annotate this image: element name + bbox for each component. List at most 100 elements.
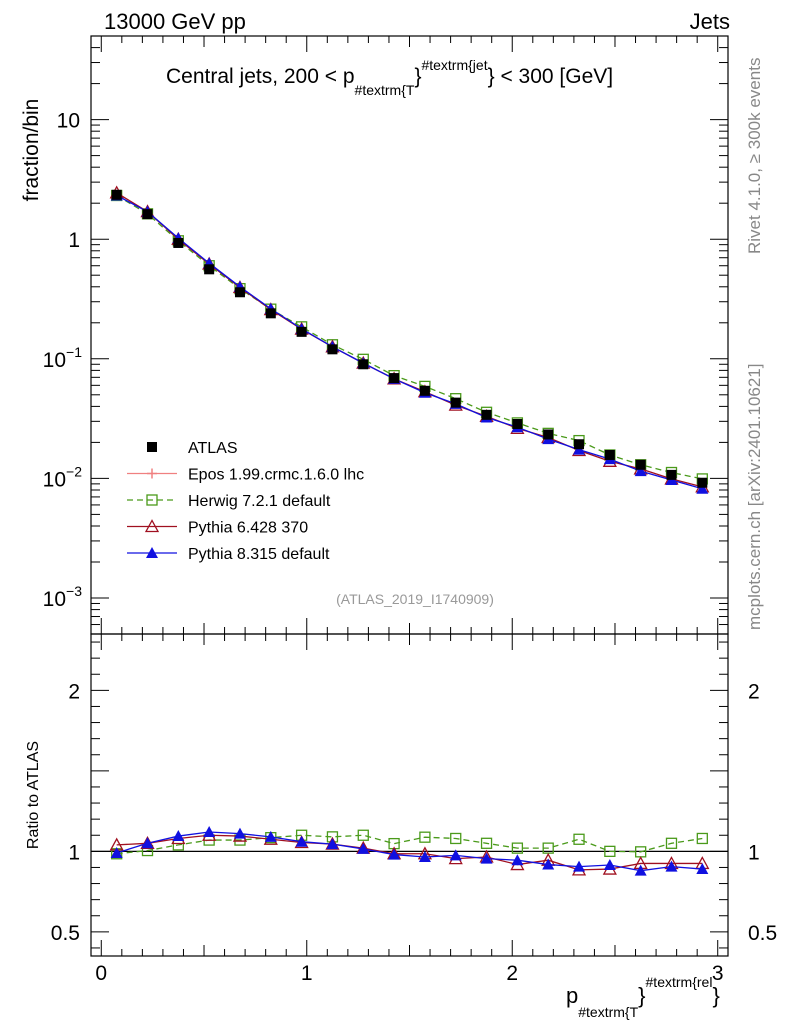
data-point	[172, 830, 185, 842]
ratio-y-axis-label: Ratio to ATLAS	[25, 741, 42, 849]
data-point	[603, 859, 616, 871]
data-point	[696, 832, 708, 845]
y-axis-label: fraction/bin	[20, 99, 43, 202]
xlabel-brace: }	[638, 983, 645, 1008]
data-point	[696, 482, 709, 494]
ratio-panel-frame	[90, 633, 729, 957]
xlabel-sub: #textrm{T	[578, 1004, 638, 1020]
ratio-series-pythia-6-428-370	[109, 827, 710, 876]
y-tick-label: 1	[68, 229, 80, 252]
xlabel-close: }	[712, 983, 719, 1008]
legend-label: Pythia 8.315 default	[188, 546, 330, 563]
data-point	[573, 833, 585, 845]
ratio-tick-label-right: 0.5	[748, 922, 777, 945]
data-point	[357, 829, 369, 841]
x-tick-label: 0	[95, 962, 107, 985]
data-point	[147, 442, 157, 452]
data-point	[265, 308, 276, 319]
header-left: 13000 GeV pp	[104, 9, 246, 34]
legend: ATLAS Epos 1.99.crmc.1.6.0 lhc Herwig 7.2.…	[127, 440, 364, 563]
data-point	[110, 846, 123, 858]
data-point	[111, 189, 122, 200]
data-point	[511, 854, 524, 866]
y-tick-label: 10	[57, 110, 80, 133]
svg-text:p#textrm{T}#textrm{rel}: p#textrm{T}#textrm{rel}	[566, 974, 720, 1020]
x-tick-label: 2	[506, 962, 518, 985]
data-point	[204, 264, 215, 275]
data-point	[449, 849, 462, 861]
title-sub: #textrm{T	[355, 82, 415, 98]
data-point	[419, 831, 431, 843]
ratio-tick-label: 2	[68, 680, 80, 703]
data-point	[450, 397, 461, 408]
data-point	[358, 359, 369, 370]
main-axes: 10 1 10−1 10−2 10−3	[43, 35, 728, 635]
data-point	[543, 429, 554, 440]
legend-item: Herwig 7.2.1 default	[127, 493, 331, 510]
ratio-tick-label-right: 1	[748, 841, 760, 864]
plot-title: Central jets, 200 < p#textrm{T}#textrm{j…	[166, 57, 613, 98]
header-right: Jets	[690, 9, 730, 34]
ratio-series-pythia-8-315-default	[110, 826, 709, 876]
title-sup: #textrm{jet	[421, 57, 487, 73]
data-point	[574, 439, 585, 450]
data-point	[634, 864, 647, 876]
title-brace: }	[414, 65, 421, 88]
ratio-tick-label: 0.5	[51, 922, 80, 945]
legend-item: Pythia 8.315 default	[127, 546, 330, 563]
data-point	[480, 852, 493, 864]
data-point	[233, 827, 246, 839]
legend-label: ATLAS	[188, 440, 238, 457]
x-axis-label: p#textrm{T}#textrm{rel}	[566, 974, 720, 1020]
data-point	[696, 863, 709, 875]
ratio-axes: 0 1 2 3 2 2 1 1 0.5 0.5	[51, 634, 777, 985]
data-point	[173, 237, 184, 248]
data-point	[604, 449, 615, 460]
data-point	[388, 848, 401, 860]
data-point	[142, 209, 153, 220]
data-point	[357, 842, 370, 854]
data-point	[418, 850, 431, 862]
x-tick-label: 1	[301, 962, 313, 985]
data-point	[234, 287, 245, 298]
data-point	[141, 837, 154, 849]
data-point	[480, 837, 493, 849]
data-point	[296, 326, 307, 337]
rivet-label: Rivet 4.1.0, ≥ 300k events	[745, 58, 764, 254]
data-point	[295, 835, 308, 847]
data-point	[146, 547, 158, 558]
data-point	[665, 860, 678, 872]
title-tail: } < 300 [GeV]	[488, 65, 614, 88]
title-main: Central jets, 200 < p	[166, 65, 355, 88]
data-point	[146, 494, 158, 506]
svg-text:Central jets, 200 < p#textrm{T: Central jets, 200 < p#textrm{T}#textrm{j…	[166, 57, 613, 98]
xlabel-sup: #textrm{rel	[646, 974, 713, 990]
data-point	[634, 465, 647, 477]
legend-item: Epos 1.99.crmc.1.6.0 lhc	[127, 467, 364, 484]
data-point	[573, 860, 586, 872]
data-point	[144, 519, 160, 533]
series-atlas	[111, 189, 708, 488]
data-point	[666, 469, 677, 480]
series-line	[116, 194, 703, 480]
data-point	[512, 418, 523, 429]
x-tick-label: 3	[712, 962, 724, 985]
data-point	[450, 832, 462, 845]
data-point	[481, 409, 492, 420]
ratio-tick-label-right: 2	[748, 680, 760, 703]
xlabel-main: p	[566, 983, 578, 1008]
data-point	[203, 826, 216, 838]
legend-item: ATLAS	[147, 440, 238, 457]
data-point	[326, 838, 339, 850]
data-point	[665, 837, 678, 849]
data-point	[327, 344, 338, 355]
y-tick-label: 10−3	[43, 583, 83, 611]
legend-label: Epos 1.99.crmc.1.6.0 lhc	[188, 467, 364, 484]
ratio-line	[116, 831, 703, 872]
y-tick-label: 10−2	[43, 463, 83, 491]
ratio-series	[109, 826, 710, 876]
main-series	[109, 185, 710, 494]
data-point	[419, 385, 430, 396]
data-point	[389, 373, 400, 384]
